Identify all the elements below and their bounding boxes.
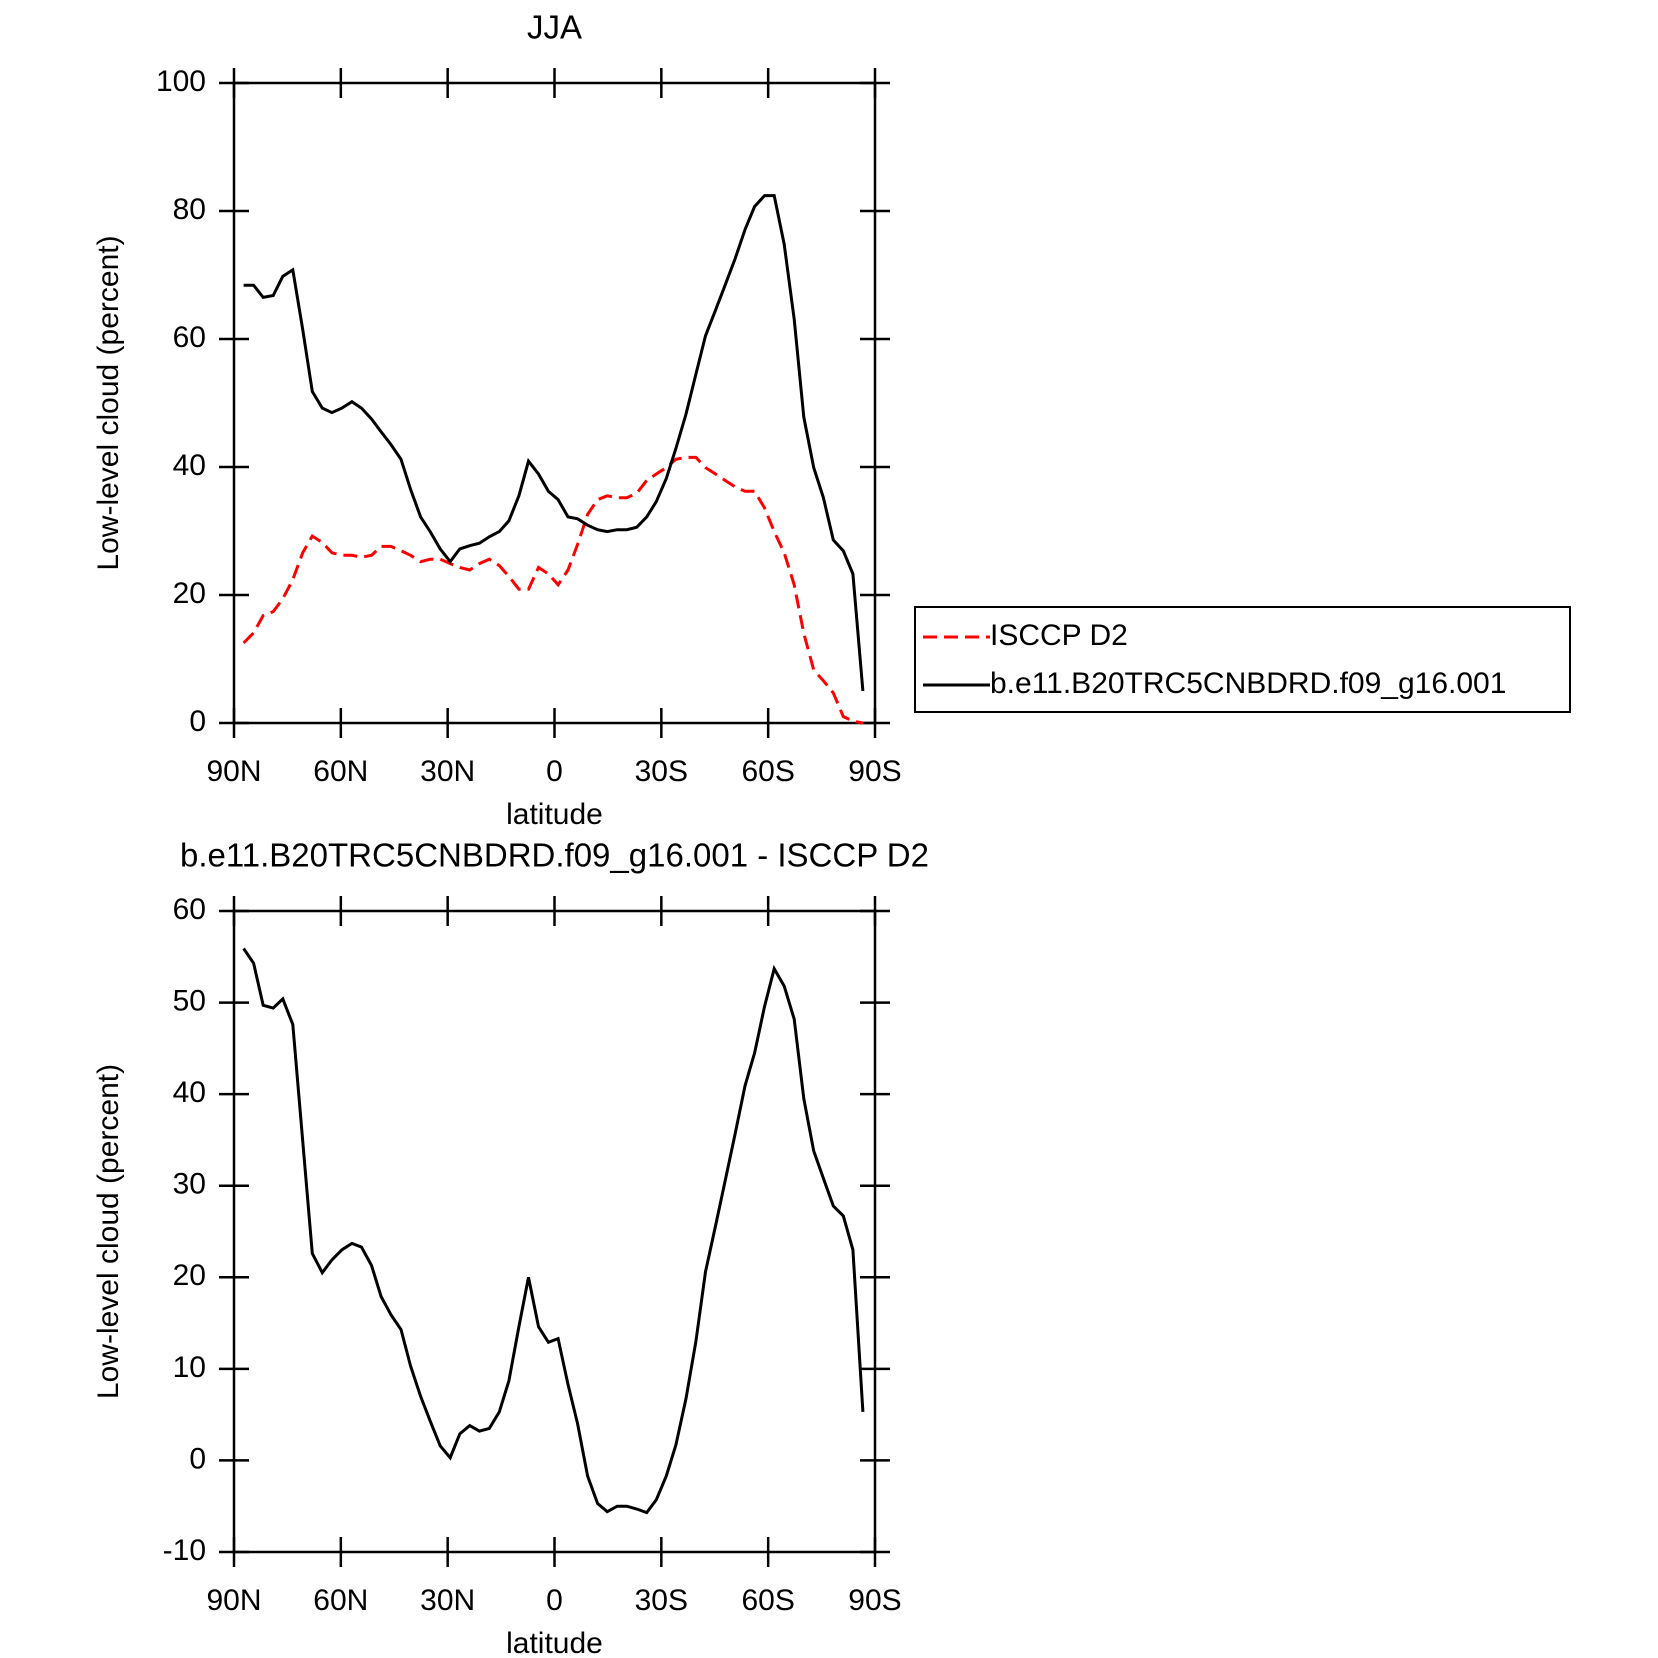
data-line [243,194,865,692]
x-axis-title: latitude [506,798,603,831]
data-line [242,947,865,1515]
legend-label: b.e11.B20TRC5CNBDRD.f09_g16.001 [990,667,1506,700]
x-tick-label: 60S [741,755,794,788]
y-tick-label: 40 [173,449,206,482]
y-axis-title: Low-level cloud (percent) [92,235,125,570]
y-axis-title: Low-level cloud (percent) [92,1064,125,1399]
x-tick-label: 90N [206,755,261,788]
x-tick-label: 90N [206,1584,261,1617]
y-tick-label: 100 [156,65,206,98]
x-tick-label: 30S [635,755,688,788]
x-tick-label: 0 [546,1584,563,1617]
y-tick-label: 10 [173,1351,206,1384]
y-tick-label: 50 [173,984,206,1017]
x-tick-label: 90S [848,755,901,788]
x-tick-label: 60S [741,1584,794,1617]
legend-box [914,606,1571,713]
y-tick-label: 40 [173,1076,206,1109]
x-tick-label: 30N [420,1584,475,1617]
y-tick-label: 80 [173,193,206,226]
legend-label: ISCCP D2 [990,619,1128,652]
chart-title: b.e11.B20TRC5CNBDRD.f09_g16.001 - ISCCP … [180,837,929,874]
y-tick-label: 20 [173,577,206,610]
x-tick-label: 0 [546,755,563,788]
x-tick-label: 60N [313,755,368,788]
x-tick-label: 30S [635,1584,688,1617]
x-tick-label: 30N [420,755,475,788]
y-tick-label: -10 [163,1534,206,1567]
chart-title: JJA [527,9,582,46]
y-tick-label: 60 [173,893,206,926]
x-tick-label: 90S [848,1584,901,1617]
y-tick-label: 30 [173,1168,206,1201]
data-line [242,455,864,725]
y-tick-label: 0 [189,1442,206,1475]
plot-frame [232,909,877,1554]
y-tick-label: 20 [173,1259,206,1292]
x-tick-label: 60N [313,1584,368,1617]
x-axis-title: latitude [506,1627,603,1658]
plot-frame [232,81,877,725]
y-tick-label: 60 [173,321,206,354]
y-tick-label: 0 [189,705,206,738]
